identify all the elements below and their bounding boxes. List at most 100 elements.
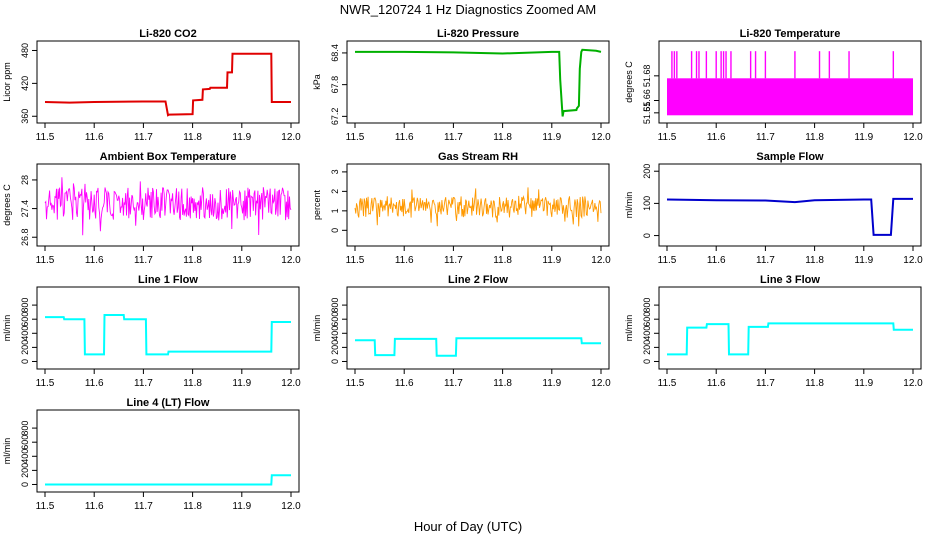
x-tick-label: 11.5 <box>346 132 365 143</box>
series-group <box>355 48 602 117</box>
x-tick-label: 11.7 <box>756 378 775 389</box>
x-tick-label: 11.7 <box>134 378 153 389</box>
series-line <box>44 52 291 117</box>
series-group <box>355 337 601 357</box>
x-tick-label: 12.0 <box>281 378 301 389</box>
plot-frame <box>36 286 300 370</box>
chart-title: Sample Flow <box>756 151 824 163</box>
series-group <box>666 197 913 236</box>
y-tick-label: 600 <box>20 312 30 327</box>
chart-panel: Line 3 Flow ml/min 11.5 11.6 11.7 11.8 11.9 12.… <box>624 274 923 389</box>
x-tick-label: 11.5 <box>658 132 677 143</box>
chart-title: Li-820 CO2 <box>139 28 196 40</box>
y-axis-label: ml/min <box>2 438 12 465</box>
series-line <box>355 48 602 117</box>
plot-frame <box>36 40 300 124</box>
series-line <box>666 197 913 236</box>
y-tick-label: 800 <box>20 421 30 436</box>
x-tick-label: 11.6 <box>85 132 104 143</box>
x-tick-label: 11.5 <box>36 378 55 389</box>
series-line <box>354 187 602 227</box>
y-axis-label: ml/min <box>624 315 634 342</box>
y-tick-label: 0 <box>330 359 340 364</box>
x-tick-label: 12.0 <box>591 255 611 266</box>
x-tick-label: 11.8 <box>805 255 824 266</box>
series-line <box>44 177 292 236</box>
x-tick-label: 11.5 <box>658 255 677 266</box>
plot-frame <box>36 409 300 493</box>
x-tick-label: 11.6 <box>707 132 726 143</box>
y-tick-label: 600 <box>642 312 652 327</box>
x-tick-label: 11.6 <box>85 255 104 266</box>
x-tick-label: 11.9 <box>542 255 561 266</box>
x-tick-label: 11.6 <box>395 378 414 389</box>
y-tick-label: 0 <box>330 228 340 233</box>
series-group <box>44 52 291 117</box>
chart-title: Line 3 Flow <box>760 274 820 286</box>
series-group <box>667 51 913 116</box>
plot-frame <box>36 163 300 247</box>
x-tick-label: 11.9 <box>542 132 561 143</box>
series-band <box>667 78 913 116</box>
x-tick-label: 11.7 <box>756 132 775 143</box>
y-axis-label: Licor ppm <box>2 62 12 102</box>
y-axis-label: ml/min <box>312 315 322 342</box>
chart-title: Li-820 Pressure <box>437 28 519 40</box>
y-tick-label: 51.65 <box>642 102 652 125</box>
series-group <box>45 474 291 486</box>
y-tick-label: 800 <box>330 298 340 313</box>
y-axis-label: ml/min <box>624 192 634 219</box>
x-tick-label: 11.5 <box>346 255 365 266</box>
chart-panel: Li-820 CO2 Licor ppm 11.5 11.6 11.7 11.8 11.9 1… <box>2 28 301 143</box>
x-tick-label: 11.5 <box>36 132 55 143</box>
x-tick-label: 11.6 <box>395 132 414 143</box>
x-tick-label: 11.6 <box>85 501 104 512</box>
x-tick-label: 11.5 <box>36 501 55 512</box>
chart-title: Line 2 Flow <box>448 274 508 286</box>
series-line <box>355 337 601 357</box>
chart-panel: Line 1 Flow ml/min 11.5 11.6 11.7 11.8 11.9 12.… <box>2 274 301 389</box>
y-axis-label: degrees C <box>2 184 12 226</box>
x-tick-label: 11.9 <box>232 255 251 266</box>
x-tick-label: 11.8 <box>183 132 202 143</box>
x-tick-label: 11.9 <box>232 501 251 512</box>
x-tick-label: 11.7 <box>444 132 463 143</box>
figure-title: NWR_120724 1 Hz Diagnostics Zoomed AM <box>340 2 597 17</box>
x-tick-label: 12.0 <box>281 255 301 266</box>
y-tick-label: 28 <box>20 175 30 185</box>
x-tick-label: 11.9 <box>542 378 561 389</box>
y-tick-label: 400 <box>20 449 30 464</box>
x-tick-label: 11.8 <box>493 132 512 143</box>
x-tick-label: 12.0 <box>281 501 301 512</box>
x-tick-label: 12.0 <box>903 255 923 266</box>
y-tick-label: 68.4 <box>330 44 340 62</box>
x-tick-label: 11.6 <box>395 255 414 266</box>
y-tick-label: 51.66 <box>642 89 652 112</box>
x-tick-label: 11.6 <box>707 378 726 389</box>
y-tick-label: 0 <box>642 359 652 364</box>
x-tick-label: 11.7 <box>134 255 153 266</box>
chart-panel: Ambient Box Temperature degrees C 11.5 11.6… <box>2 151 301 266</box>
panels: Li-820 CO2 Licor ppm 11.5 11.6 11.7 11.8 11.9 1… <box>2 28 923 512</box>
series-group <box>667 322 913 356</box>
chart-title: Li-820 Temperature <box>740 28 841 40</box>
y-tick-label: 420 <box>20 76 30 91</box>
series-line <box>45 474 291 486</box>
x-tick-label: 11.6 <box>85 378 104 389</box>
x-tick-label: 11.8 <box>805 132 824 143</box>
x-tick-label: 11.7 <box>756 255 775 266</box>
y-axis-label: degrees C <box>624 61 634 103</box>
y-tick-label: 0 <box>20 359 30 364</box>
chart-title: Line 4 (LT) Flow <box>127 397 210 409</box>
x-tick-label: 11.9 <box>854 255 873 266</box>
x-tick-label: 11.9 <box>854 378 873 389</box>
y-tick-label: 200 <box>20 463 30 478</box>
x-tick-label: 11.8 <box>805 378 824 389</box>
x-tick-label: 11.7 <box>134 501 153 512</box>
chart-panel: Line 2 Flow ml/min 11.5 11.6 11.7 11.8 11.9 12.… <box>312 274 611 389</box>
y-tick-label: 67.8 <box>330 76 340 94</box>
y-tick-label: 27.4 <box>20 200 30 218</box>
x-tick-label: 11.5 <box>36 255 55 266</box>
y-tick-label: 1 <box>330 208 340 213</box>
